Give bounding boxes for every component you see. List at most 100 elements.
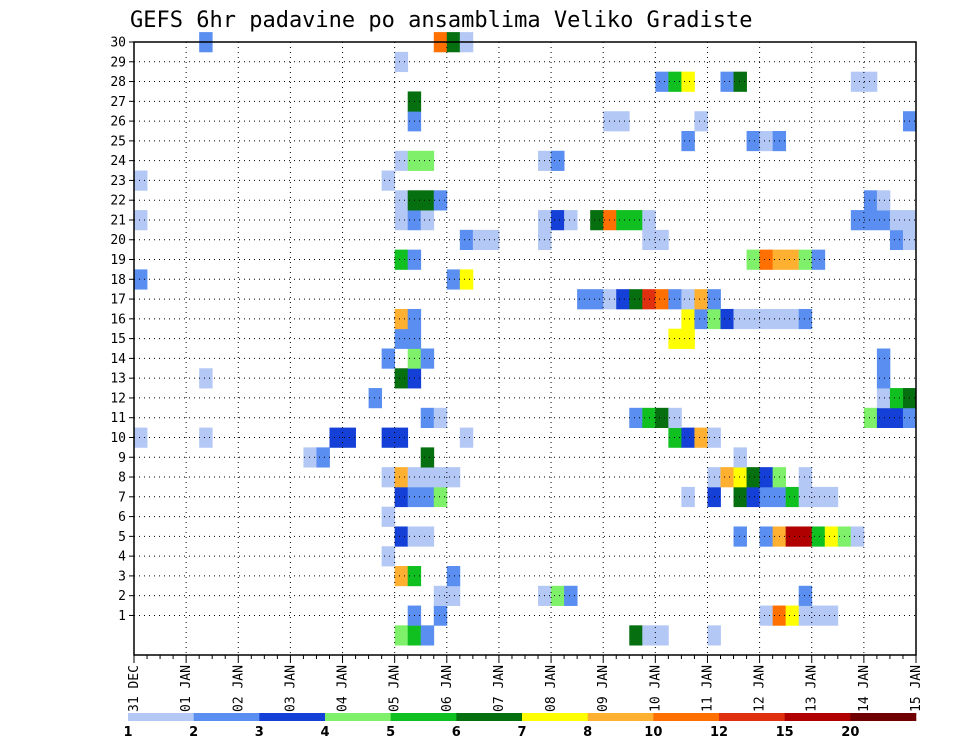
- heatmap-cell: [785, 486, 800, 508]
- heatmap-cell: [394, 427, 409, 448]
- heatmap-cell: [681, 130, 695, 152]
- legend-swatch: [784, 713, 851, 721]
- legend-label: 8: [583, 725, 592, 740]
- heatmap-cell: [876, 368, 891, 389]
- heatmap-cell: [420, 486, 435, 508]
- y-tick-label: 7: [118, 490, 126, 505]
- heatmap-cell: [798, 585, 813, 606]
- x-tick-label: 05 JAN: [388, 665, 403, 712]
- legend-label: 2: [189, 725, 198, 740]
- y-tick-label: 24: [110, 154, 126, 169]
- heatmap-cell: [681, 71, 695, 92]
- y-tick-label: 12: [110, 391, 126, 406]
- heatmap-cell: [433, 486, 448, 508]
- y-tick-label: 3: [118, 569, 126, 584]
- heatmap-cell: [420, 526, 435, 547]
- heatmap-cell: [394, 625, 409, 646]
- y-tick-label: 5: [118, 530, 126, 545]
- heatmap-cell: [394, 210, 409, 231]
- y-tick-label: 16: [110, 312, 126, 327]
- heatmap-cell: [590, 289, 604, 310]
- heatmap-cell: [733, 308, 747, 330]
- heatmap-cell: [420, 190, 435, 211]
- heatmap-cell: [551, 210, 565, 231]
- heatmap-cell: [420, 447, 435, 468]
- heatmap-cell: [850, 71, 865, 92]
- heatmap-cell: [303, 447, 317, 468]
- heatmap-cell: [850, 210, 865, 231]
- heatmap-cell: [381, 506, 396, 527]
- y-tick-label: 20: [110, 233, 126, 248]
- y-tick-label: 15: [110, 332, 126, 347]
- legend-swatch: [456, 713, 523, 721]
- legend-swatch: [850, 713, 917, 721]
- legend-swatch: [522, 713, 588, 721]
- heatmap-cell: [668, 427, 682, 448]
- legend-label: 6: [452, 725, 461, 740]
- heatmap-cell: [655, 625, 669, 646]
- heatmap-cell: [798, 249, 813, 270]
- y-tick-label: 26: [110, 115, 126, 130]
- heatmap-cell: [446, 467, 461, 488]
- y-tick-label: 11: [110, 411, 126, 426]
- heatmap-cell: [733, 467, 747, 488]
- heatmap-cell: [863, 407, 878, 428]
- x-tick-label: 09 JAN: [596, 665, 611, 712]
- heatmap-cell: [668, 328, 682, 349]
- x-tick-label: 08 JAN: [544, 665, 559, 712]
- heatmap-cell: [668, 71, 682, 92]
- x-tick-label: 10 JAN: [648, 665, 663, 712]
- heatmap-cell: [199, 368, 213, 389]
- y-tick-label: 21: [110, 213, 126, 228]
- heatmap-cell: [876, 407, 891, 428]
- heatmap-cell: [863, 210, 878, 231]
- heatmap-cell: [824, 526, 839, 547]
- heatmap-cell: [134, 269, 148, 290]
- heatmap-cell: [134, 427, 148, 448]
- heatmap-cell: [381, 170, 396, 191]
- x-tick-label: 13 JAN: [805, 665, 820, 712]
- heatmap-cell: [564, 210, 578, 231]
- heatmap-cell: [824, 486, 839, 508]
- heatmap-cell: [368, 388, 383, 409]
- heatmap-cell: [681, 427, 695, 448]
- y-tick-label: 29: [110, 55, 126, 70]
- heatmap-cell: [420, 150, 435, 171]
- y-tick-label: 14: [110, 352, 126, 367]
- heatmap-cell: [629, 210, 643, 231]
- heatmap-cell: [459, 269, 474, 290]
- heatmap-cell: [889, 210, 904, 231]
- legend-swatch: [653, 713, 720, 721]
- heatmap-cell: [889, 407, 904, 428]
- heatmap-cell: [433, 467, 448, 488]
- plot-frame: [133, 41, 917, 656]
- legend-label: 3: [255, 725, 264, 740]
- heatmap-cell: [629, 625, 643, 646]
- heatmap-cell: [746, 308, 760, 330]
- heatmap-cell: [876, 190, 891, 211]
- legend-swatch: [390, 713, 457, 721]
- heatmap-cell: [381, 427, 396, 448]
- y-tick-label: 2: [118, 589, 126, 604]
- heatmap-cell: [394, 368, 409, 389]
- y-tick-label: 4: [118, 550, 126, 565]
- y-tick-label: 10: [110, 431, 126, 446]
- color-legend: 1 2 3 4 5 6 7 8 10 12 15 20: [123, 713, 917, 740]
- heatmap-cell: [824, 605, 839, 626]
- x-tick-label: 03 JAN: [283, 665, 298, 712]
- heatmap-cell: [316, 447, 330, 468]
- legend-swatch: [587, 713, 654, 721]
- y-tick-label: 23: [110, 174, 126, 189]
- legend-label: 5: [386, 725, 395, 740]
- x-tick-label: 02 JAN: [231, 665, 246, 712]
- heatmap-cell: [459, 427, 474, 448]
- heatmap-cell: [694, 427, 708, 448]
- heatmap-cell: [420, 210, 435, 231]
- x-tick-label: 01 JAN: [179, 665, 194, 712]
- heatmap-cell: [759, 605, 774, 626]
- y-tick-label: 19: [110, 253, 126, 268]
- heatmap-cell: [394, 566, 409, 587]
- heatmap-cell: [134, 170, 148, 191]
- x-tick-label: 06 JAN: [440, 665, 455, 712]
